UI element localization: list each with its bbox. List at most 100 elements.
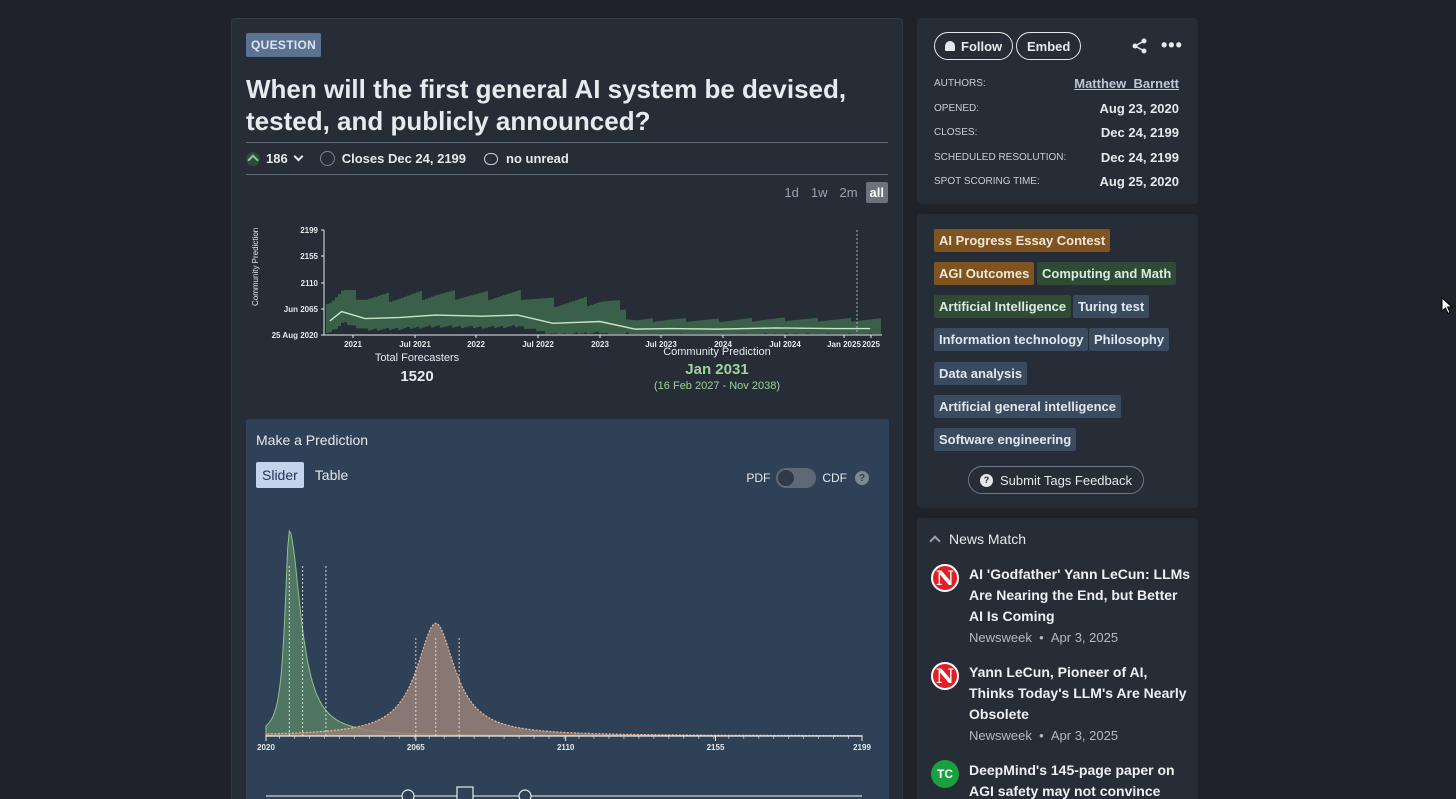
timeline-band-segment	[521, 299, 524, 327]
follow-button[interactable]: Follow	[934, 32, 1014, 60]
timeline-band-segment	[341, 290, 344, 323]
timeline-band-segment	[839, 319, 842, 334]
timeline-band-segment	[581, 298, 584, 334]
close-date-text: Closes Dec 24, 2199	[341, 151, 467, 166]
timeline-band-segment	[458, 298, 461, 327]
forecasters-value: 1520	[400, 368, 434, 385]
timeline-band-segment	[560, 305, 563, 334]
timeline-band-segment	[719, 322, 722, 334]
slider-center-handle[interactable]	[456, 786, 474, 799]
timeline-band-segment	[467, 296, 470, 327]
timeline-band-segment	[494, 298, 497, 328]
timeline-y-tick-label: 2199	[300, 226, 318, 235]
news-title[interactable]: DeepMind's 145-page paper on AGI safety …	[969, 762, 1175, 799]
timeline-band-segment	[575, 300, 578, 333]
distribution-x-tick-label: 2065	[407, 743, 425, 752]
timeline-band-segment	[482, 292, 485, 329]
pdf-cdf-switch[interactable]	[776, 468, 817, 488]
news-date: Apr 3, 2025	[1050, 630, 1119, 645]
timeline-band-segment	[794, 320, 797, 334]
timeline-band-segment	[857, 320, 860, 334]
detail-value: Dec 24, 2199	[1100, 125, 1179, 140]
follow-label: Follow	[961, 38, 1003, 54]
timeline-band-segment	[530, 299, 533, 329]
tag-computing-and-math[interactable]: Computing and Math	[1037, 262, 1177, 285]
timeline-band-segment	[407, 295, 410, 327]
timeline-band-segment	[758, 320, 761, 334]
author-link[interactable]: Matthew_Barnett	[1074, 76, 1179, 91]
news-title[interactable]: Yann LeCun, Pioneer of AI, Thinks Today'…	[969, 664, 1187, 722]
timeline-band-segment	[392, 300, 395, 329]
tab-slider[interactable]: Slider	[256, 462, 304, 488]
distribution-chart[interactable]: 2020 2065 2110 2155 2199	[246, 419, 889, 799]
timeline-band-segment	[404, 296, 407, 328]
timeline-band-segment	[512, 292, 515, 326]
upvote-icon[interactable]	[246, 151, 260, 166]
timeline-x-ticks: 2021 Jul 2021 2022 Jul 2022 2023 Jul 2023 2024…	[344, 335, 880, 349]
tag-information-technology[interactable]: Information technology	[934, 328, 1089, 351]
timeline-band-segment	[665, 320, 668, 334]
news-match-card: News Match N AI 'Godfather' Yann LeCun: …	[917, 518, 1198, 799]
news-match-header[interactable]: News Match	[929, 531, 1026, 547]
tab-table[interactable]: Table	[314, 467, 349, 483]
more-options-icon[interactable]: •••	[1161, 35, 1183, 55]
timeline-band-segment	[470, 295, 473, 326]
tag-data-analysis[interactable]: Data analysis	[934, 362, 1028, 385]
timeline-band-segment	[455, 299, 458, 327]
embed-button[interactable]: Embed	[1016, 32, 1082, 60]
tag-artificial-general-intelligence[interactable]: Artificial general intelligence	[934, 395, 1121, 418]
tag-agi-outcomes[interactable]: AGI Outcomes	[934, 262, 1035, 285]
tag-artificial-intelligence[interactable]: Artificial Intelligence	[934, 295, 1072, 318]
detail-value: Aug 25, 2020	[1099, 174, 1180, 189]
timeline-band-segment	[749, 318, 752, 334]
slider-upper-handle[interactable]	[518, 789, 532, 799]
timeline-band-segment	[797, 319, 800, 334]
detail-label: CLOSES:	[934, 127, 978, 138]
timeline-band-segment	[518, 290, 521, 327]
timeline-band-segment	[671, 319, 674, 334]
news-item[interactable]: N Yann LeCun, Pioneer of AI, Thinks Toda…	[931, 662, 1191, 743]
timeline-band-segment	[656, 321, 659, 334]
timeline-band-segment	[779, 317, 782, 334]
pdf-cdf-toggle: PDF CDF ?	[746, 468, 869, 488]
newsweek-logo-icon: N	[931, 564, 959, 592]
range-1w[interactable]: 1w	[810, 185, 828, 200]
timeline-band-segment	[551, 297, 554, 334]
tag-software-engineering[interactable]: Software engineering	[934, 428, 1077, 451]
news-item[interactable]: N AI 'Godfather' Yann LeCun: LLMs Are Ne…	[931, 564, 1191, 645]
news-title[interactable]: AI 'Godfather' Yann LeCun: LLMs Are Near…	[969, 566, 1191, 624]
timeline-band-segment	[377, 295, 380, 331]
tag-philosophy[interactable]: Philosophy	[1089, 328, 1170, 351]
tag-ai-progress-essay-contest[interactable]: AI Progress Essay Contest	[934, 229, 1111, 252]
timeline-band-segment	[590, 304, 593, 334]
downvote-icon[interactable]	[293, 151, 304, 162]
timeline-band-segment	[791, 320, 794, 334]
question-type-badge: QUESTION	[246, 33, 322, 57]
timeline-band-segment	[683, 318, 686, 334]
news-item[interactable]: TC DeepMind's 145-page paper on AGI safe…	[931, 760, 1191, 799]
submit-tags-feedback-button[interactable]: ? Submit Tags Feedback	[968, 466, 1144, 494]
distribution-x-tick-label: 2155	[707, 743, 725, 752]
timeline-band-segment	[722, 321, 725, 334]
timeline-band-segment	[869, 319, 872, 334]
timeline-band-segment	[653, 321, 656, 334]
timeline-band-segment	[878, 318, 881, 334]
timeline-band-segment	[788, 320, 791, 334]
share-icon[interactable]	[1132, 38, 1148, 54]
range-all[interactable]: all	[865, 182, 888, 203]
timeline-band-segment	[542, 298, 545, 332]
help-icon[interactable]: ?	[855, 471, 869, 485]
range-2m[interactable]: 2m	[839, 185, 858, 200]
timeline-band-segment	[677, 318, 680, 334]
prediction-heading: Make a Prediction	[256, 432, 369, 448]
slider-lower-handle[interactable]	[401, 789, 415, 799]
range-1d[interactable]: 1d	[784, 185, 799, 200]
timeline-band-segment	[635, 320, 638, 334]
news-source-name: Newsweek	[969, 728, 1032, 743]
timeline-band-segment	[698, 320, 701, 334]
timeline-y-axis-label: Community Prediction	[251, 228, 260, 306]
vote-control[interactable]: 186	[246, 151, 304, 166]
timeline-chart[interactable]: Community Prediction 2199 2155 2110 Jun 206…	[246, 201, 886, 356]
tag-turing-test[interactable]: Turing test	[1073, 295, 1150, 318]
comments-link[interactable]: no unread	[484, 151, 569, 166]
